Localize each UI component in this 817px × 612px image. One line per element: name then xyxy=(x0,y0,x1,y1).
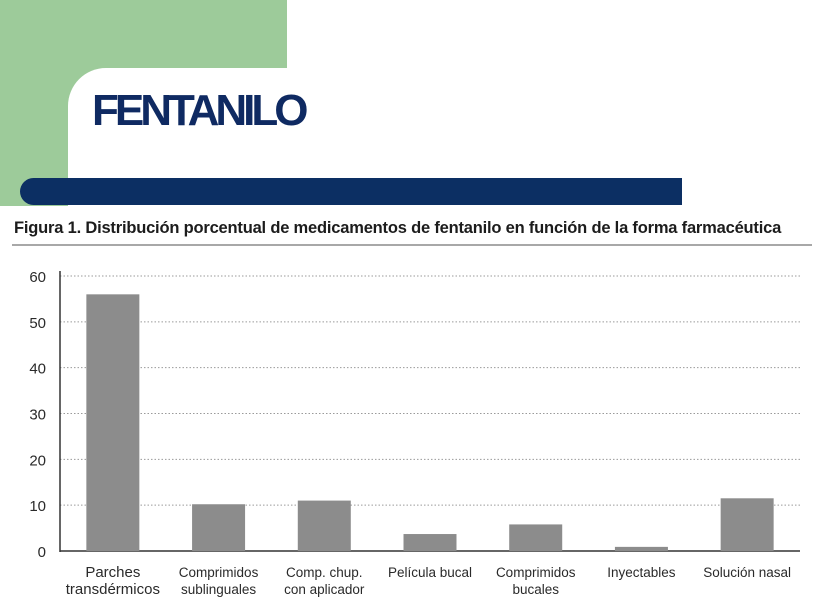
x-tick-label: Parches xyxy=(85,564,140,581)
x-tick-label: Comprimidos xyxy=(179,565,259,580)
y-tick-label: 10 xyxy=(29,498,46,515)
title-rule xyxy=(12,244,812,246)
y-tick-label: 60 xyxy=(29,269,46,286)
bar xyxy=(86,294,140,551)
bar xyxy=(614,546,668,551)
blue-accent-bar xyxy=(20,178,682,205)
page-title: FENTANILO xyxy=(92,86,308,135)
x-tick-label: Película bucal xyxy=(388,565,472,580)
bar xyxy=(720,498,774,551)
x-tick-label: con aplicador xyxy=(284,582,365,597)
x-tick-label: Comp. chup. xyxy=(286,565,363,580)
x-tick-label: transdérmicos xyxy=(66,581,160,598)
x-tick-label: sublinguales xyxy=(181,582,256,597)
chart-title: Figura 1. Distribución porcentual de med… xyxy=(14,219,782,237)
y-tick-label: 20 xyxy=(29,452,46,469)
x-tick-label: Solución nasal xyxy=(703,565,791,580)
bar xyxy=(509,524,563,551)
y-tick-label: 50 xyxy=(29,315,46,332)
bar xyxy=(297,500,351,551)
bar xyxy=(403,534,457,551)
y-tick-label: 30 xyxy=(29,407,46,424)
x-tick-label: bucales xyxy=(512,582,559,597)
x-tick-label: Inyectables xyxy=(607,565,676,580)
y-tick-label: 40 xyxy=(29,361,46,378)
bar xyxy=(192,504,246,551)
y-tick-label: 0 xyxy=(38,544,46,561)
x-tick-label: Comprimidos xyxy=(496,565,576,580)
